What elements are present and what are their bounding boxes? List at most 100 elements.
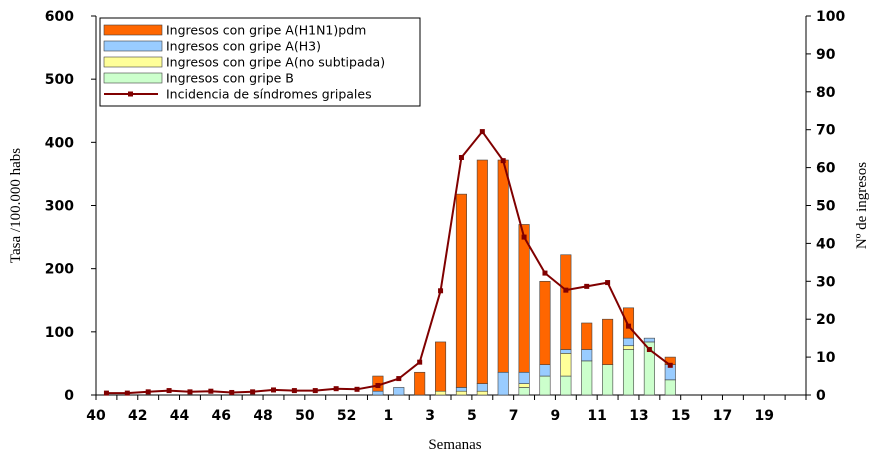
bar-h3 bbox=[497, 371, 509, 396]
legend-swatch-h1n1 bbox=[103, 24, 163, 36]
incidence-line-group bbox=[103, 129, 673, 396]
y-tick-label-right: 40 bbox=[816, 236, 836, 252]
incidence-point bbox=[626, 323, 631, 329]
x-tick-label: 40 bbox=[86, 408, 106, 424]
incidence-point bbox=[563, 287, 569, 293]
incidence-point bbox=[500, 158, 506, 164]
bar-b bbox=[518, 387, 530, 396]
x-axis-title: Semanas bbox=[428, 437, 481, 453]
incidence-point bbox=[479, 129, 485, 135]
incidence-point bbox=[646, 347, 652, 353]
y-axis-title-right: Nº de ingresos bbox=[854, 162, 870, 249]
incidence-point bbox=[312, 388, 318, 394]
incidence-point bbox=[584, 283, 590, 289]
incidence-point bbox=[438, 288, 444, 294]
y-axis-title-left: Tasa /100.000 habs bbox=[8, 148, 24, 263]
bar-b bbox=[602, 364, 614, 396]
y-tick-label-right: 90 bbox=[816, 47, 836, 63]
y-tick-label-right: 100 bbox=[816, 9, 845, 25]
bar-h1n1 bbox=[476, 159, 488, 384]
incidence-point bbox=[229, 389, 235, 395]
bar-h3 bbox=[560, 349, 572, 354]
legend-swatch-a_nosub bbox=[103, 56, 163, 68]
x-tick-label: 17 bbox=[713, 408, 732, 424]
incidence-point bbox=[271, 387, 276, 393]
y-tick-label-right: 10 bbox=[816, 350, 836, 366]
bar-h1n1 bbox=[518, 224, 530, 373]
x-tick-label: 3 bbox=[425, 408, 435, 424]
incidence-point bbox=[124, 390, 130, 396]
legend-label-a_nosub: Ingresos con gripe A(no subtipada) bbox=[166, 55, 385, 70]
y-tick-label-right: 60 bbox=[816, 161, 836, 177]
incidence-point bbox=[521, 234, 527, 240]
x-tick-label: 46 bbox=[212, 408, 231, 424]
bar-h3 bbox=[581, 349, 593, 362]
bar-h3 bbox=[455, 387, 467, 392]
bar-a_nosub bbox=[455, 390, 467, 396]
bar-h3 bbox=[393, 387, 405, 396]
x-tick-label: 50 bbox=[295, 408, 315, 424]
x-tick-label: 13 bbox=[629, 408, 648, 424]
ticks: 0 100 200 300 400 500 600 0 10 20 30 40 50 60 70 80 90 10… bbox=[45, 9, 846, 424]
bar-b bbox=[560, 375, 572, 396]
bar-a_nosub bbox=[622, 345, 635, 350]
y-tick-label-left: 400 bbox=[45, 135, 74, 151]
incidence-point bbox=[542, 270, 548, 276]
y-tick-label-right: 20 bbox=[816, 312, 836, 328]
bar-h3 bbox=[476, 383, 488, 392]
x-tick-label: 5 bbox=[467, 408, 477, 424]
x-tick-label: 9 bbox=[551, 408, 561, 424]
incidence-point bbox=[291, 388, 297, 394]
y-tick-label-left: 300 bbox=[45, 199, 74, 215]
incidence-point bbox=[396, 376, 402, 382]
bar-a_nosub bbox=[518, 383, 530, 388]
y-tick-label-right: 70 bbox=[816, 123, 836, 139]
y-tick-label-left: 0 bbox=[64, 388, 74, 404]
bar-h1n1 bbox=[539, 280, 551, 365]
x-tick-label: 15 bbox=[671, 408, 690, 424]
bar-h1n1 bbox=[602, 318, 614, 365]
legend-label-h3: Ingresos con gripe A(H3) bbox=[166, 39, 321, 54]
y-tick-label-right: 0 bbox=[816, 388, 826, 404]
bar-h3 bbox=[539, 364, 551, 377]
incidence-point bbox=[103, 390, 109, 396]
bar-h3 bbox=[622, 337, 635, 347]
bar-h3 bbox=[518, 371, 530, 384]
x-tick-label: 48 bbox=[253, 408, 272, 424]
incidence-point bbox=[605, 280, 611, 286]
legend-swatch-h3 bbox=[103, 40, 163, 52]
y-tick-label-right: 30 bbox=[816, 274, 836, 290]
incidence-point bbox=[250, 389, 256, 395]
bar-b bbox=[622, 349, 635, 396]
y-tick-label-left: 600 bbox=[45, 9, 74, 25]
bar-h3 bbox=[643, 337, 655, 343]
y-tick-label-left: 200 bbox=[45, 262, 74, 278]
incidence-point bbox=[375, 383, 381, 389]
incidence-point bbox=[145, 389, 151, 395]
incidence-point bbox=[208, 388, 214, 394]
x-tick-label: 7 bbox=[509, 408, 519, 424]
y-tick-label-left: 100 bbox=[45, 325, 74, 341]
incidence-point bbox=[458, 154, 464, 160]
incidence-point bbox=[417, 359, 423, 365]
incidence-line bbox=[106, 129, 671, 395]
bar-h1n1 bbox=[414, 371, 426, 396]
legend-label-h1n1: Ingresos con gripe A(H1N1)pdm bbox=[166, 23, 366, 38]
bar-h1n1 bbox=[581, 322, 593, 350]
bar-a_nosub bbox=[560, 353, 572, 377]
x-tick-label: 1 bbox=[383, 408, 393, 424]
bar-b bbox=[539, 375, 551, 396]
incidence-point bbox=[333, 386, 339, 392]
incidence-point bbox=[667, 362, 673, 368]
bar-h1n1 bbox=[622, 307, 635, 339]
bar-b bbox=[581, 360, 593, 396]
bar-h1n1 bbox=[560, 254, 572, 350]
x-tick-label: 44 bbox=[170, 408, 190, 424]
y-tick-label-right: 80 bbox=[816, 85, 836, 101]
x-tick-label: 42 bbox=[128, 408, 147, 424]
bar-h1n1 bbox=[497, 159, 509, 373]
bar-h3 bbox=[372, 390, 384, 396]
x-tick-label: 52 bbox=[337, 408, 356, 424]
